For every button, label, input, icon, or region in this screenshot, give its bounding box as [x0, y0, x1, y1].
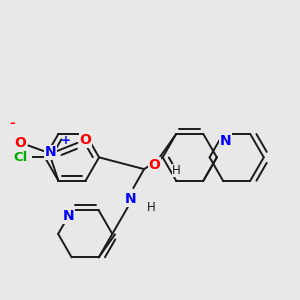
Text: N: N [220, 134, 232, 148]
Text: N: N [125, 192, 136, 206]
Text: -: - [10, 117, 15, 130]
Text: O: O [80, 133, 92, 147]
Text: +: + [60, 134, 70, 147]
Text: H: H [172, 164, 181, 177]
Text: N: N [44, 146, 56, 159]
Text: O: O [15, 136, 26, 150]
Text: O: O [148, 158, 160, 172]
Text: H: H [146, 201, 155, 214]
Text: N: N [63, 209, 75, 223]
Text: Cl: Cl [14, 151, 28, 164]
